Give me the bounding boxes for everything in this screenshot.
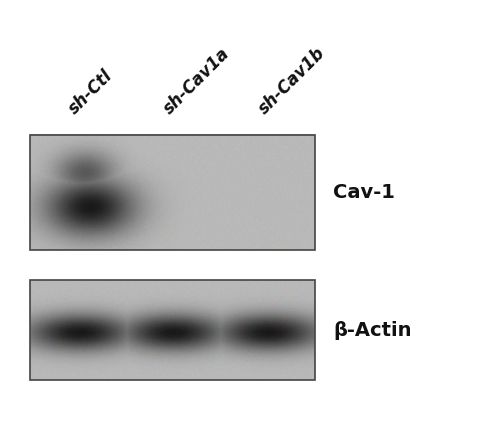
Text: sh-Cav1a: sh-Cav1a	[160, 45, 233, 118]
Text: sh-Cav1b: sh-Cav1b	[255, 44, 329, 118]
Bar	[30, 135, 314, 250]
Text: sh-Ctl: sh-Ctl	[65, 67, 116, 118]
Text: β-Actin: β-Actin	[333, 321, 410, 339]
Text: Cav-1: Cav-1	[333, 183, 394, 202]
Bar	[30, 280, 314, 380]
